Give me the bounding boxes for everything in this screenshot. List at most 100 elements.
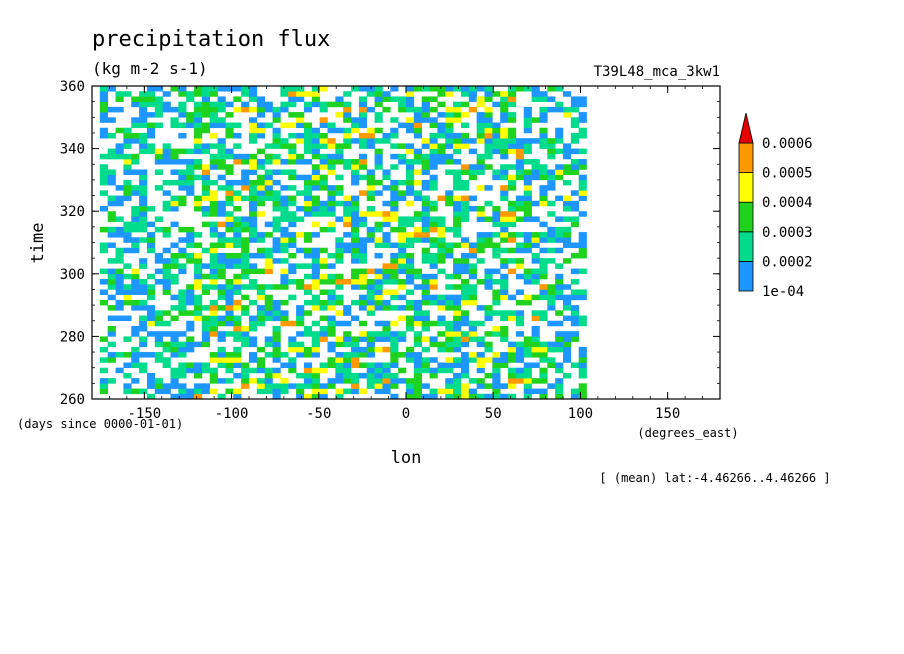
- contour-cell: [296, 320, 305, 327]
- contour-cell: [249, 320, 258, 327]
- contour-cell: [366, 174, 375, 181]
- contour-cell: [209, 247, 218, 254]
- contour-cell: [523, 232, 532, 238]
- contour-cell: [453, 388, 462, 395]
- contour-cell: [547, 232, 556, 238]
- contour-cell: [382, 216, 391, 222]
- contour-cell: [570, 216, 579, 222]
- contour-cell: [531, 159, 540, 165]
- contour-cell: [186, 237, 195, 243]
- contour-cell: [319, 200, 328, 207]
- contour-cell: [476, 258, 485, 264]
- contour-cell: [139, 325, 148, 332]
- contour-cell: [460, 331, 470, 337]
- contour-cell: [382, 169, 391, 175]
- contour-cell: [115, 273, 124, 280]
- contour-cell: [453, 106, 462, 113]
- contour-cell: [264, 336, 273, 342]
- contour-cell: [249, 127, 258, 134]
- contour-cell: [186, 393, 195, 400]
- contour-cell: [178, 112, 187, 118]
- contour-cell: [437, 221, 446, 228]
- contour-cell: [123, 263, 132, 269]
- x-axis-units: (degrees_east): [637, 426, 738, 440]
- contour-cell: [335, 258, 344, 264]
- contour-cell: [296, 352, 305, 358]
- contour-cell: [131, 305, 140, 311]
- contour-cell: [311, 294, 320, 301]
- contour-cell: [382, 96, 391, 102]
- contour-cell: [209, 179, 218, 186]
- contour-cell: [272, 190, 281, 196]
- contour-cell: [508, 185, 517, 191]
- contour-cell: [288, 367, 297, 374]
- contour-cell: [162, 226, 171, 233]
- contour-cell: [351, 242, 360, 249]
- contour-cell: [319, 289, 328, 295]
- contour-cell: [311, 143, 320, 149]
- contour-cell: [201, 185, 211, 191]
- contour-cell: [335, 148, 344, 155]
- contour-cell: [249, 357, 258, 363]
- contour-cell: [539, 127, 548, 134]
- contour-cell: [453, 179, 462, 186]
- contour-cell: [311, 336, 320, 342]
- contour-cell: [351, 195, 360, 202]
- contour-cell: [358, 258, 368, 264]
- contour-cell: [303, 101, 313, 108]
- contour-cell: [476, 185, 485, 191]
- contour-cell: [413, 86, 422, 92]
- contour-cell: [201, 106, 211, 113]
- contour-cell: [311, 185, 320, 191]
- contour-cell: [280, 284, 289, 290]
- contour-cell: [225, 226, 234, 233]
- contour-cell: [186, 325, 195, 332]
- contour-cell: [335, 159, 344, 165]
- contour-cell: [398, 232, 407, 238]
- contour-cell: [351, 138, 360, 144]
- contour-cell: [468, 378, 477, 384]
- contour-cell: [233, 226, 242, 233]
- contour-cell: [123, 91, 132, 97]
- contour-cell: [429, 237, 438, 243]
- contour-cell: [225, 101, 234, 108]
- contour-cell: [445, 91, 454, 97]
- contour-cell: [288, 96, 297, 102]
- contour-cell: [523, 242, 532, 249]
- contour-cell: [201, 164, 211, 170]
- contour-cell: [406, 237, 415, 243]
- contour-cell: [319, 174, 328, 181]
- contour-cell: [194, 299, 203, 306]
- contour-cell: [500, 96, 509, 102]
- contour-cell: [539, 378, 548, 384]
- contour-cell: [570, 138, 579, 144]
- contour-cell: [445, 357, 454, 363]
- contour-cell: [272, 205, 281, 212]
- contour-cell: [99, 96, 108, 102]
- contour-cell: [508, 132, 517, 139]
- contour-cell: [241, 169, 250, 175]
- contour-cell: [146, 91, 156, 97]
- contour-cell: [303, 91, 313, 97]
- contour-cell: [115, 127, 124, 134]
- contour-cell: [296, 153, 305, 160]
- contour-cell: [280, 211, 289, 217]
- contour-cell: [563, 143, 572, 149]
- contour-cell: [327, 164, 336, 170]
- contour-cell: [194, 388, 203, 395]
- contour-cell: [162, 320, 171, 327]
- contour-cell: [523, 190, 532, 196]
- contour-cell: [162, 362, 171, 368]
- contour-cell: [453, 221, 462, 228]
- contour-cell: [429, 159, 438, 165]
- contour-cell: [256, 132, 265, 139]
- contour-cell: [382, 273, 391, 280]
- contour-cell: [460, 242, 470, 249]
- contour-cell: [351, 117, 360, 123]
- contour-cell: [123, 143, 132, 149]
- contour-cell: [280, 91, 289, 97]
- contour-cell: [460, 200, 470, 207]
- contour-cell: [406, 268, 415, 275]
- contour-cell: [523, 216, 532, 222]
- contour-cell: [484, 143, 493, 149]
